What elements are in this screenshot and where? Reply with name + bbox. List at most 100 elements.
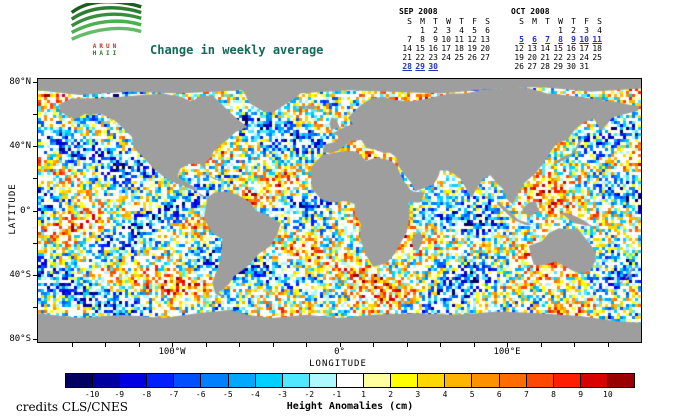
colorbar-cell [553,374,581,387]
longitude-tick [406,343,408,347]
longitude-tick [71,343,73,347]
latitude-tick-label: 40°S [9,269,31,280]
colorbar-tick-label: -10 [84,390,100,399]
colorbar-cell [255,374,283,387]
calendar-date: 21 [402,53,412,62]
calendar-date: 19 [514,53,524,62]
colorbar-cell [228,374,256,387]
colorbar-tick-label: 1 [361,390,366,399]
longitude-tick-label: 100°W [158,347,186,357]
colorbar-tick-label: 2 [388,390,394,399]
longitude-tick-label: 100°E [493,347,521,357]
calendar-day-letter: F [584,17,589,26]
colorbar-tick-label: -7 [168,390,179,399]
longitude-tick [440,343,441,347]
colorbar-tick-label: 6 [496,390,502,399]
calendar-date: 31 [579,62,589,71]
calendar-date: 5 [472,26,477,35]
colorbar-cell [201,374,229,387]
calendar-date: 22 [553,53,563,62]
calendar-date: 7 [407,35,412,44]
calendar-date: 30 [428,62,438,71]
calendar-date: 8 [558,35,563,44]
longitude-tick [239,343,240,347]
colorbar-tick-label: -2 [304,390,315,399]
latitude-tick [33,306,37,308]
calendar-date: 4 [597,26,602,35]
calendar-week-row: 12 13 14 15 16 17 18 [511,44,602,53]
calendar-date: 4 [459,26,464,35]
calendar-date: 1 [558,26,563,35]
calendar-date: 18 [454,44,464,53]
calendar-date: 2 [433,26,438,35]
calendar-day-letter: S [519,17,524,26]
calendar-week-row: 7 8 9 10 11 12 13 [399,35,490,44]
colorbar-cell [147,374,175,387]
calendar-date: 17 [579,44,589,53]
calendar-day-letter: T [433,17,438,26]
calendar-day-letter: S [407,17,412,26]
colorbar-tick-label: -9 [114,390,125,399]
calendar-date: 12 [467,35,477,44]
calendar-date: 20 [480,44,490,53]
calendar-date: 12 [514,44,524,53]
calendar-day-letter: M [420,17,425,26]
longitude-tick [574,343,575,347]
colorbar-tick-label: -4 [250,390,260,399]
calendar-date: 6 [532,35,537,44]
calendar-day-letter: S [597,17,602,26]
colorbar-tick-label: 10 [603,390,613,399]
colorbar-tick-label: -8 [141,390,152,399]
calendar-date: 17 [441,44,451,53]
latitude-tick [33,114,37,116]
calendar-day-letter: T [545,17,550,26]
calendar-september: SEP 2008 S M T W T F S 1 2 3 4 5 6 7 8 9 10 11 12 13 14 15 16 17… [399,7,490,71]
calendar-date: 29 [553,62,563,71]
colorbar-cell [120,374,148,387]
longitude-tick [272,343,274,347]
calendar-date: 10 [579,35,589,44]
logo-text-line2: HAII [92,50,120,57]
calendar-date: 27 [527,62,537,71]
map-frame [37,78,642,343]
colorbar-tick-label: -5 [223,390,233,399]
calendar-day-letter: T [571,17,576,26]
longitude-tick [105,343,106,347]
calendar-date: 25 [592,53,602,62]
calendar-date: 15 [553,44,563,53]
longitude-tick [138,343,140,347]
calendar-date: 11 [454,35,464,44]
calendar-date: 20 [527,53,537,62]
latitude-axis-label: LATITUDE [8,183,18,235]
calendar-date: 26 [514,62,524,71]
calendar-week-row: 19 20 21 22 23 24 25 [511,53,602,62]
longitude-tick [507,343,508,347]
latitude-tick [33,242,37,244]
latitude-tick-label: 80°N [9,77,31,88]
calendar-date: 9 [571,35,576,44]
longitude-tick [339,343,341,347]
latitude-tick [33,210,37,212]
colorbar [65,373,635,388]
latitude-tick [33,146,37,148]
calendar-date: 16 [428,44,438,53]
longitude-tick [540,343,542,347]
latitude-tick [33,274,37,276]
waves-logo-icon [70,3,142,41]
colorbar-tick-label: 3 [415,390,421,399]
colorbar-tick-label: 7 [524,390,529,399]
colorbar-tick-label: -3 [277,390,287,399]
longitude-tick-label: 0° [334,347,345,357]
colorbar-tick-labels: -10 -9 -8 -7 -6 -5 -4 -3 -2 -1 1 2 3 4 5 6 7 8 9 10 [65,390,635,400]
calendar-week-row: 26 27 28 29 30 31 [511,62,602,71]
calendar-date: 30 [566,62,576,71]
colorbar-cell [309,374,337,387]
calendar-date: 21 [540,53,550,62]
calendar-date: 13 [480,35,490,44]
calendar-date: 28 [540,62,550,71]
colorbar-cell [472,374,500,387]
calendar-month-header: SEP 2008 [399,7,438,16]
calendar-date: 24 [579,53,589,62]
